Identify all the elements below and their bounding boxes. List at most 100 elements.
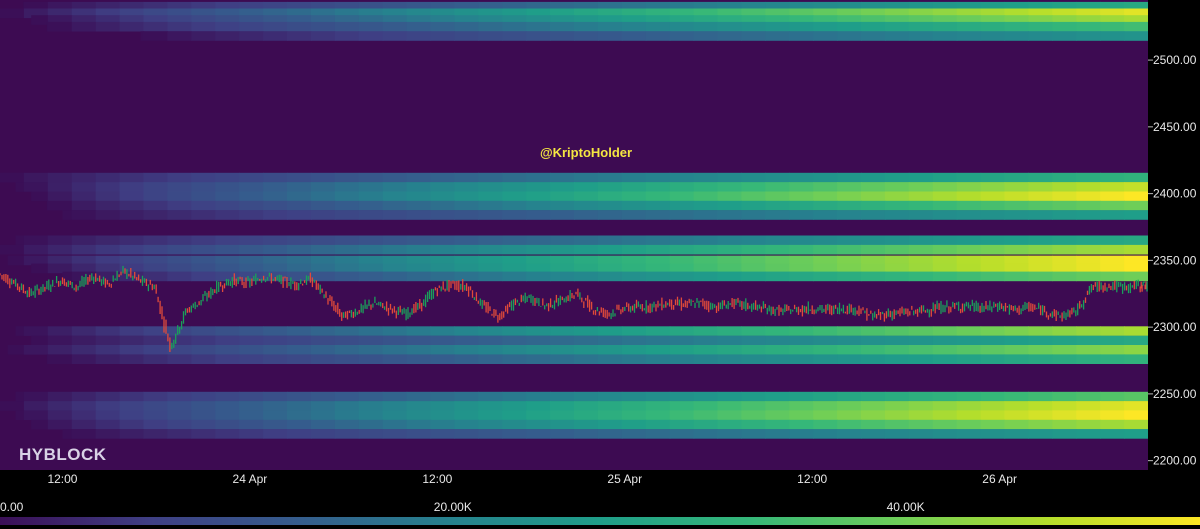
heat-cell [1076,8,1101,19]
heat-cell [310,191,336,202]
heat-cell [191,326,216,336]
liquidation-band [46,200,1149,211]
heat-cell [932,1,958,12]
heat-cell [1028,15,1053,25]
heat-cell [454,429,479,439]
heat-cell [358,172,384,183]
heat-cell [1028,8,1053,19]
heat-cell [861,429,886,439]
heat-cell [143,21,168,32]
heat-cell [693,21,719,32]
heat-cell [430,182,455,192]
heat-cell [550,172,575,183]
heat-cell [669,429,695,439]
heat-cell [430,191,455,202]
heat-cell [597,210,623,220]
heat-cell [310,200,336,211]
heat-cell [71,354,97,364]
heat-cell [884,429,910,439]
heat-cell [956,255,982,266]
heat-cell [502,354,527,364]
heat-cell [1028,335,1053,346]
heat-cell [95,182,121,192]
heat-cell [430,255,455,266]
heat-cell [430,8,455,19]
heat-cell [310,345,336,355]
heat-cell [526,335,551,346]
heat-cell [717,354,742,364]
heat-cell [741,354,766,364]
heat-cell [382,8,408,19]
heat-cell [1124,263,1149,274]
heat-cell [550,401,575,411]
heat-cell [382,429,408,439]
heat-cell [645,235,671,246]
heat-cell [1028,271,1053,282]
heat-cell [239,235,264,246]
heat-cell [861,15,886,25]
heat-cell [263,8,288,19]
heatmap-layer [0,1,1149,439]
heat-cell [358,244,384,255]
heat-cell [143,235,168,246]
heat-cell [95,401,121,411]
price-axis[interactable]: 2200.00 2250.00 2300.00 2350.00 2400.00 2450.… [1148,0,1200,470]
heat-cell [717,410,742,420]
heat-cell [0,244,25,255]
heat-cell [1124,8,1149,19]
heat-cell [789,21,814,32]
heat-cell [908,210,934,220]
heat-cell [71,172,97,183]
heat-cell [406,345,432,355]
heat-cell [1052,345,1077,355]
heat-cell [239,182,264,192]
heat-cell [287,15,312,25]
heat-cell [669,255,695,266]
heat-cell [621,255,647,266]
heat-cell [1076,182,1101,192]
heat-cell [813,345,838,355]
heat-cell [1028,31,1053,41]
heat-cell [669,1,695,12]
heat-cell [358,31,384,41]
heat-cell [550,326,575,336]
time-axis-background [0,470,1200,512]
heat-cell [23,244,49,255]
heat-cell [358,391,384,402]
heat-cell [215,200,240,211]
heat-cell [358,326,384,336]
heat-cell [430,200,455,211]
heat-cell [119,391,145,402]
heat-cell [191,429,216,439]
heat-cell [287,271,312,282]
heat-cell [621,410,647,420]
heat-cell [741,200,766,211]
heat-cell [1100,210,1125,220]
heat-cell [167,401,192,411]
heat-cell [717,419,742,430]
y-tick-label: 2450.00 [1153,120,1197,134]
heat-cell [526,419,551,430]
heat-cell [1004,326,1029,336]
heat-cell [1076,255,1101,266]
heat-cell [1076,335,1101,346]
heat-cell [813,200,838,211]
heat-cell [310,21,336,32]
heat-cell [1124,391,1149,402]
heat-cell [956,191,982,202]
time-axis[interactable]: 12:00 24 Apr 12:00 25 Apr 12:00 26 Apr [0,470,1200,512]
heat-cell [430,235,455,246]
heat-cell [1004,244,1029,255]
heat-cell [143,326,168,336]
heat-cell [478,271,503,282]
heat-cell [526,31,551,41]
heat-cell [741,335,766,346]
heat-cell [837,191,862,202]
heat-cell [430,263,455,274]
heat-cell [789,255,814,266]
heat-cell [861,354,886,364]
heat-cell [95,21,121,32]
heat-cell [717,172,742,183]
heat-cell [143,410,168,420]
